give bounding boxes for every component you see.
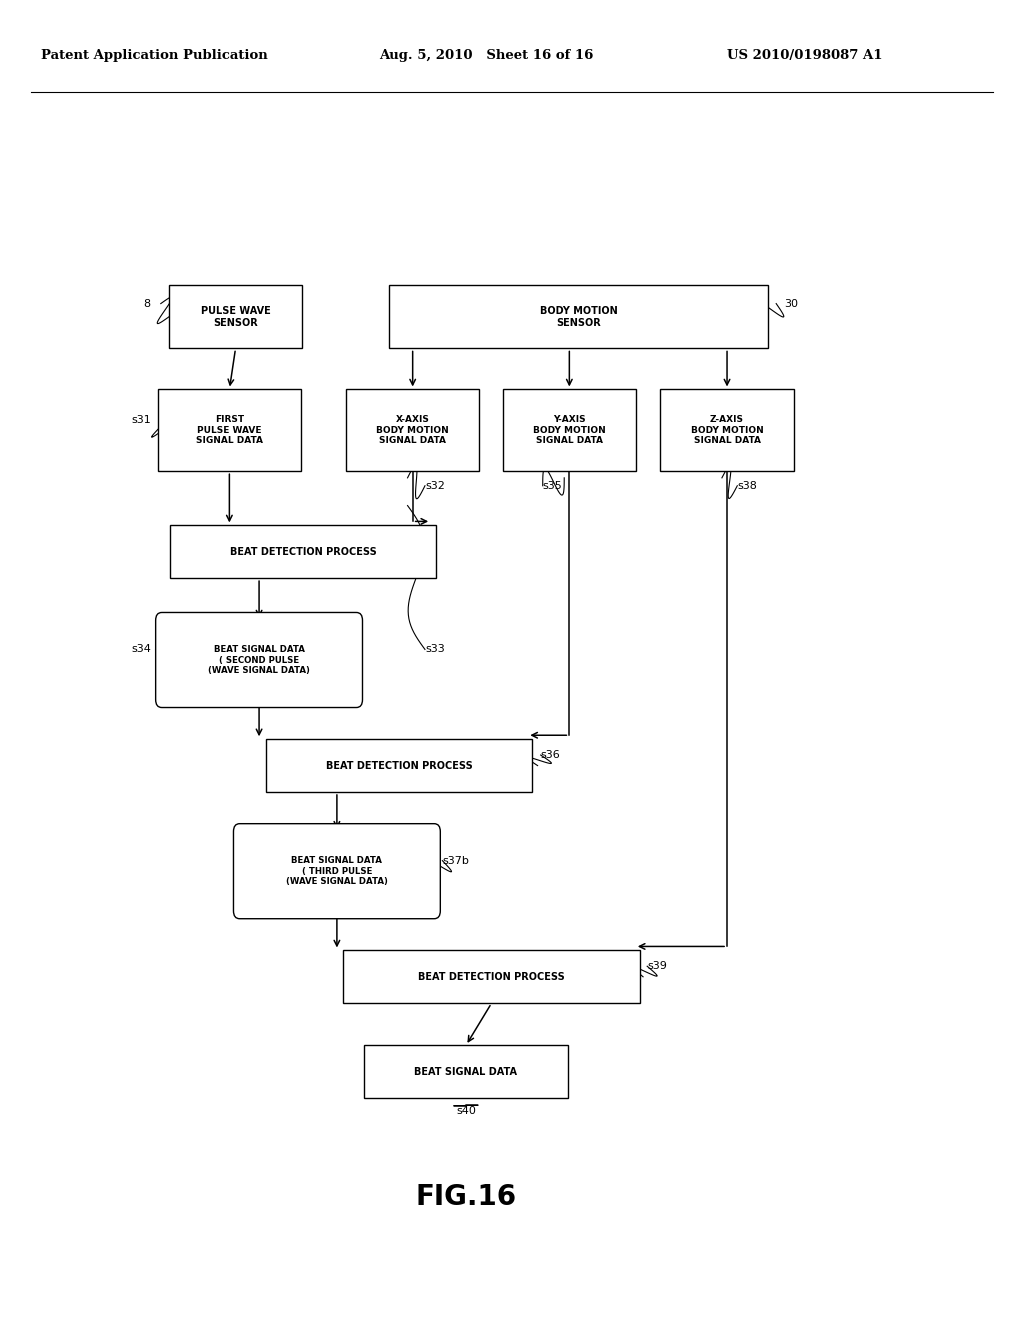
Text: US 2010/0198087 A1: US 2010/0198087 A1 [727,49,883,62]
Text: 30: 30 [784,298,799,309]
Text: PULSE WAVE
SENSOR: PULSE WAVE SENSOR [201,306,270,327]
Text: Z-AXIS
BODY MOTION
SIGNAL DATA: Z-AXIS BODY MOTION SIGNAL DATA [690,416,764,445]
Text: FIG.16: FIG.16 [416,1183,516,1212]
Bar [660,389,794,471]
Text: BEAT DETECTION PROCESS: BEAT DETECTION PROCESS [326,760,473,771]
Bar [266,739,532,792]
Bar [158,389,301,471]
Bar [503,389,636,471]
Text: FIRST
PULSE WAVE
SIGNAL DATA: FIRST PULSE WAVE SIGNAL DATA [196,416,263,445]
Text: 8: 8 [143,298,151,309]
Text: s36: s36 [541,750,560,760]
Bar [170,525,436,578]
Bar [364,1045,568,1098]
Text: s35: s35 [543,480,562,491]
Text: BEAT SIGNAL DATA
( SECOND PULSE
(WAVE SIGNAL DATA): BEAT SIGNAL DATA ( SECOND PULSE (WAVE SI… [208,645,310,675]
Text: s34: s34 [132,644,152,655]
Bar [389,285,768,348]
Text: s37b: s37b [442,855,469,866]
Text: s31: s31 [132,414,152,425]
Text: s32: s32 [425,480,444,491]
Text: BEAT SIGNAL DATA: BEAT SIGNAL DATA [415,1067,517,1077]
Text: BEAT DETECTION PROCESS: BEAT DETECTION PROCESS [418,972,565,982]
Text: s33: s33 [425,644,444,655]
Bar [169,285,302,348]
Bar [343,950,640,1003]
Text: BODY MOTION
SENSOR: BODY MOTION SENSOR [540,306,617,327]
Text: s40: s40 [456,1106,476,1117]
Text: s39: s39 [647,961,667,972]
Text: X-AXIS
BODY MOTION
SIGNAL DATA: X-AXIS BODY MOTION SIGNAL DATA [376,416,450,445]
FancyBboxPatch shape [156,612,362,708]
Text: Patent Application Publication: Patent Application Publication [41,49,267,62]
Text: Y-AXIS
BODY MOTION
SIGNAL DATA: Y-AXIS BODY MOTION SIGNAL DATA [532,416,606,445]
FancyBboxPatch shape [233,824,440,919]
Text: Aug. 5, 2010   Sheet 16 of 16: Aug. 5, 2010 Sheet 16 of 16 [379,49,593,62]
Bar [346,389,479,471]
Text: s38: s38 [737,480,757,491]
Text: BEAT SIGNAL DATA
( THIRD PULSE
(WAVE SIGNAL DATA): BEAT SIGNAL DATA ( THIRD PULSE (WAVE SIG… [286,857,388,886]
Text: BEAT DETECTION PROCESS: BEAT DETECTION PROCESS [229,546,377,557]
